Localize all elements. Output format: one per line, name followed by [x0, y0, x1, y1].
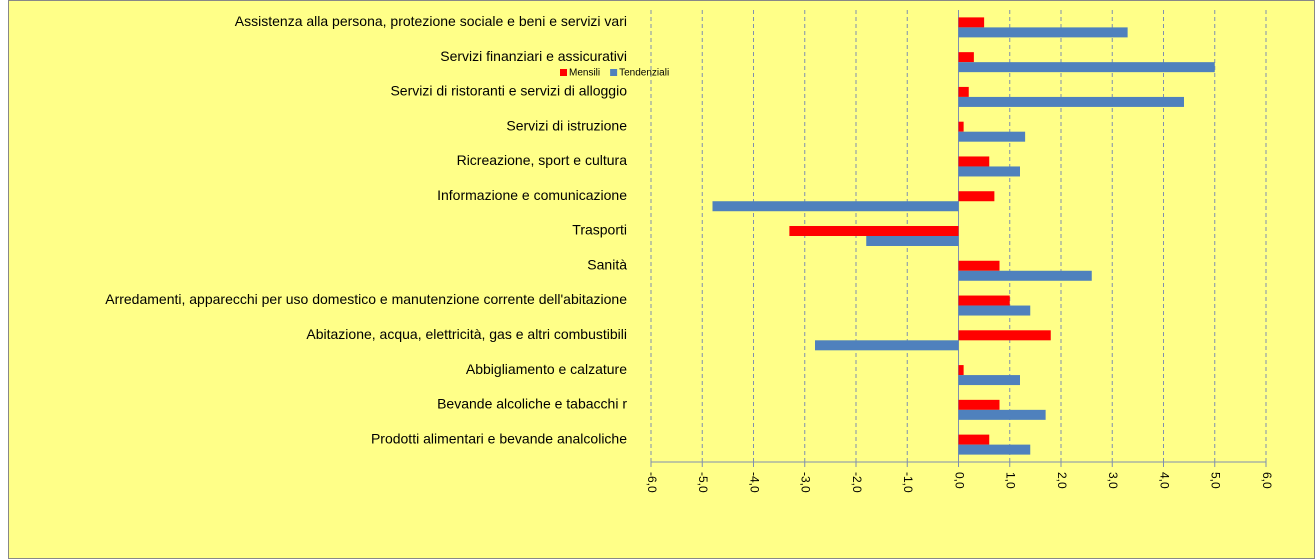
- bar: [958, 330, 1051, 341]
- legend-label: Mensili: [569, 68, 600, 79]
- bar: [958, 52, 974, 63]
- y-tick-label: Ricreazione, sport e cultura: [457, 152, 628, 168]
- bar: [958, 131, 1026, 142]
- y-tick-label: Informazione e comunicazione: [437, 187, 627, 203]
- bar: [958, 295, 1010, 306]
- bar: [958, 86, 969, 97]
- bar: [958, 375, 1020, 386]
- x-tick-label: -5,0: [696, 472, 710, 493]
- bar: [958, 434, 990, 445]
- y-tick-label: Prodotti alimentari e bevande analcolich…: [371, 430, 627, 446]
- bar: [815, 340, 959, 351]
- bar: [958, 409, 1046, 420]
- y-tick-label: Bevande alcoliche e tabacchi r: [437, 396, 627, 412]
- x-tick-label: 4,0: [1157, 472, 1171, 489]
- legend-label: Tendenziali: [619, 68, 669, 79]
- bar: [958, 27, 1128, 38]
- bar: [958, 365, 964, 376]
- bar: [958, 121, 964, 132]
- bar: [958, 191, 995, 202]
- x-tick-label: -1,0: [901, 472, 915, 493]
- y-tick-label: Abitazione, acqua, elettricità, gas e al…: [306, 326, 627, 342]
- x-tick-label: 1,0: [1004, 472, 1018, 489]
- legend-swatch: [610, 69, 618, 76]
- x-tick-label: -4,0: [747, 472, 761, 493]
- x-tick-label: -6,0: [645, 472, 659, 493]
- y-tick-label: Trasporti: [572, 222, 627, 238]
- bar: [958, 96, 1184, 107]
- legend-swatch: [560, 69, 567, 76]
- x-tick-label: 3,0: [1106, 472, 1120, 489]
- y-tick-label: Servizi finanziari e assicurativi: [440, 48, 627, 64]
- bar: [958, 166, 1020, 177]
- bar: [712, 201, 959, 212]
- y-tick-label: Servizi di ristoranti e servizi di allog…: [390, 83, 627, 99]
- bar: [958, 270, 1092, 281]
- y-tick-label: Assistenza alla persona, protezione soci…: [235, 13, 627, 29]
- x-tick-label: 6,0: [1260, 472, 1274, 489]
- bar: [958, 62, 1215, 73]
- y-tick-label: Servizi di istruzione: [506, 117, 627, 133]
- bar: [958, 17, 985, 28]
- y-tick-label: Abbigliamento e calzature: [466, 361, 627, 377]
- x-tick-label: 5,0: [1209, 472, 1223, 489]
- bar: [866, 236, 959, 246]
- bar: [958, 399, 1000, 410]
- bar: [958, 156, 990, 167]
- chart-background: [8, 0, 1315, 559]
- x-tick-label: 0,0: [952, 472, 966, 489]
- bar: [789, 226, 959, 236]
- y-tick-label: Sanità: [587, 256, 627, 272]
- x-tick-label: -3,0: [799, 472, 813, 493]
- x-tick-label: 2,0: [1055, 472, 1069, 489]
- y-tick-label: Arredamenti, apparecchi per uso domestic…: [105, 291, 627, 307]
- x-tick-label: -2,0: [850, 472, 864, 493]
- bar: [958, 444, 1031, 455]
- bar: [958, 260, 1000, 271]
- bar: [958, 305, 1031, 316]
